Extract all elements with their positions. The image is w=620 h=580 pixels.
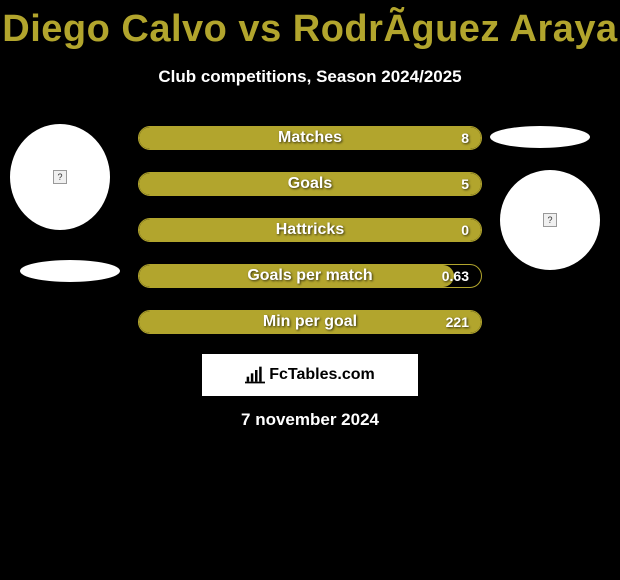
- stat-bar: Goals per match 0.63: [138, 264, 482, 288]
- stat-bar-label: Min per goal: [139, 311, 481, 333]
- stat-bar-label: Goals per match: [139, 265, 481, 287]
- avatar-right: ?: [500, 170, 600, 270]
- page-title: Diego Calvo vs RodrÃ­guez Araya: [0, 0, 620, 51]
- branding: FcTables.com: [202, 354, 418, 396]
- avatar-shadow-right: [490, 126, 590, 148]
- avatar-placeholder-icon: ?: [53, 170, 67, 184]
- stat-bar-value: 0: [461, 219, 469, 241]
- stat-bar-label: Goals: [139, 173, 481, 195]
- stat-bar-value: 8: [461, 127, 469, 149]
- stat-bar-value: 5: [461, 173, 469, 195]
- bar-chart-icon: [245, 365, 265, 385]
- stats-bars: Matches 8 Goals 5 Hattricks 0 Goals per …: [138, 126, 482, 356]
- branding-text: FcTables.com: [269, 366, 375, 384]
- subtitle: Club competitions, Season 2024/2025: [0, 67, 620, 87]
- stat-bar-value: 0.63: [442, 265, 469, 287]
- stat-bar: Min per goal 221: [138, 310, 482, 334]
- stat-bar: Goals 5: [138, 172, 482, 196]
- stat-bar-label: Matches: [139, 127, 481, 149]
- avatar-placeholder-icon: ?: [543, 213, 557, 227]
- stat-bar-label: Hattricks: [139, 219, 481, 241]
- avatar-left: ?: [10, 124, 110, 230]
- date-label: 7 november 2024: [0, 410, 620, 430]
- stat-bar: Matches 8: [138, 126, 482, 150]
- avatar-shadow-left: [20, 260, 120, 282]
- stat-bar-value: 221: [446, 311, 469, 333]
- stat-bar: Hattricks 0: [138, 218, 482, 242]
